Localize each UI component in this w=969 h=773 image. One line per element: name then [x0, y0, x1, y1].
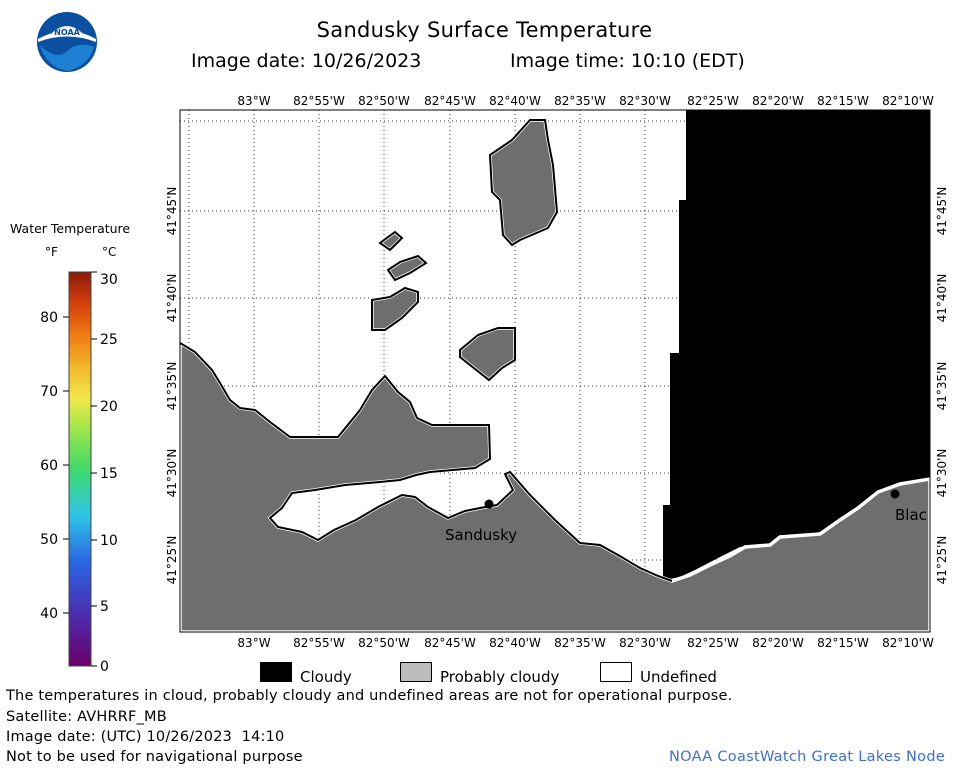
lon-label: 83°W — [237, 636, 270, 650]
logo-text: NOAA — [54, 28, 80, 37]
noaa-logo-icon: NOAA — [37, 12, 97, 72]
legend-label-undefined: Undefined — [640, 668, 717, 686]
lon-label: 82°50'W — [358, 636, 410, 650]
lon-labels-bottom: 83°W 82°55'W 82°50'W 82°45'W 82°40'W 82°… — [237, 636, 934, 650]
c-tick-label: 5 — [100, 599, 109, 615]
lon-label: 83°W — [237, 94, 270, 108]
colorbar-f-labels: 40 50 60 70 80 — [40, 310, 58, 622]
city-label-black-river: Blac — [895, 506, 927, 524]
f-tick-label: 70 — [40, 384, 58, 400]
lon-label: 82°50'W — [358, 94, 410, 108]
page-title: Sandusky Surface Temperature — [316, 18, 653, 42]
lon-label: 82°35'W — [554, 636, 606, 650]
colorbar-unit-c: °C — [102, 245, 117, 259]
c-tick-label: 15 — [100, 466, 118, 482]
lat-label: 41°25'N — [935, 536, 949, 585]
c-tick-label: 0 — [100, 659, 109, 675]
legend-swatch-undefined — [600, 662, 632, 682]
black-river-marker — [890, 489, 900, 499]
lon-label: 82°10'W — [882, 636, 934, 650]
lon-label: 82°45'W — [424, 94, 476, 108]
lon-label: 82°15'W — [817, 636, 869, 650]
image-date: Image date: 10/26/2023 — [191, 50, 422, 72]
footer-warning: Not to be used for navigational purpose — [6, 749, 303, 765]
lon-label: 82°35'W — [554, 94, 606, 108]
lat-label: 41°40'N — [935, 274, 949, 323]
legend-swatch-probably-cloudy — [400, 662, 432, 682]
f-tick-label: 60 — [40, 458, 58, 474]
lon-label: 82°25'W — [687, 636, 739, 650]
c-tick-label: 25 — [100, 332, 118, 348]
lat-labels-right: 41°45'N 41°40'N 41°35'N 41°30'N 41°25'N — [935, 187, 949, 585]
cloud-region — [663, 110, 930, 580]
lat-label: 41°35'N — [165, 362, 179, 411]
coastline — [180, 119, 673, 582]
lat-label: 41°40'N — [165, 274, 179, 323]
lon-label: 82°55'W — [293, 636, 345, 650]
lon-label: 82°40'W — [489, 94, 541, 108]
map-area: Sandusky Blac — [180, 110, 930, 632]
lon-label: 82°55'W — [293, 94, 345, 108]
sandusky-marker — [484, 499, 494, 509]
footer-note: The temperatures in cloud, probably clou… — [6, 688, 733, 704]
lat-labels-left: 41°45'N 41°40'N 41°35'N 41°30'N 41°25'N — [165, 187, 179, 585]
legend-swatch-cloudy — [260, 662, 292, 682]
colorbar-unit-f: °F — [45, 245, 58, 259]
footer-credit: NOAA CoastWatch Great Lakes Node — [669, 749, 946, 765]
c-tick-label: 30 — [100, 272, 118, 288]
c-tick-label: 10 — [100, 533, 118, 549]
f-tick-label: 40 — [40, 606, 58, 622]
lon-label: 82°30'W — [619, 636, 671, 650]
colorbar-c-labels: 0 5 10 15 20 25 30 — [100, 272, 118, 675]
lat-label: 41°45'N — [935, 187, 949, 236]
lon-labels-top: 83°W 82°55'W 82°50'W 82°45'W 82°40'W 82°… — [237, 94, 934, 108]
lat-label: 41°35'N — [935, 362, 949, 411]
image-time: Image time: 10:10 (EDT) — [510, 50, 745, 72]
lat-label: 41°30'N — [935, 449, 949, 498]
lon-label: 82°10'W — [882, 94, 934, 108]
lon-label: 82°15'W — [817, 94, 869, 108]
lon-label: 82°20'W — [752, 94, 804, 108]
lat-label: 41°45'N — [165, 187, 179, 236]
f-tick-label: 50 — [40, 532, 58, 548]
colorbar-ticks — [63, 271, 97, 667]
lon-label: 82°45'W — [424, 636, 476, 650]
legend-label-cloudy: Cloudy — [300, 668, 352, 686]
city-label-sandusky: Sandusky — [445, 526, 517, 544]
c-tick-label: 20 — [100, 399, 118, 415]
footer-utc-date: Image date: (UTC) 10/26/2023 14:10 — [6, 729, 285, 745]
legend-label-probably-cloudy: Probably cloudy — [440, 668, 560, 686]
f-tick-label: 80 — [40, 310, 58, 326]
lon-label: 82°25'W — [687, 94, 739, 108]
lon-label: 82°20'W — [752, 636, 804, 650]
lon-label: 82°40'W — [489, 636, 541, 650]
footer-satellite: Satellite: AVHRRF_MB — [6, 709, 167, 725]
map-frame — [179, 109, 931, 633]
lat-label: 41°25'N — [165, 536, 179, 585]
lat-label: 41°30'N — [165, 449, 179, 498]
lon-label: 82°30'W — [619, 94, 671, 108]
temperature-colorbar — [68, 271, 92, 667]
colorbar-title: Water Temperature — [10, 221, 131, 236]
